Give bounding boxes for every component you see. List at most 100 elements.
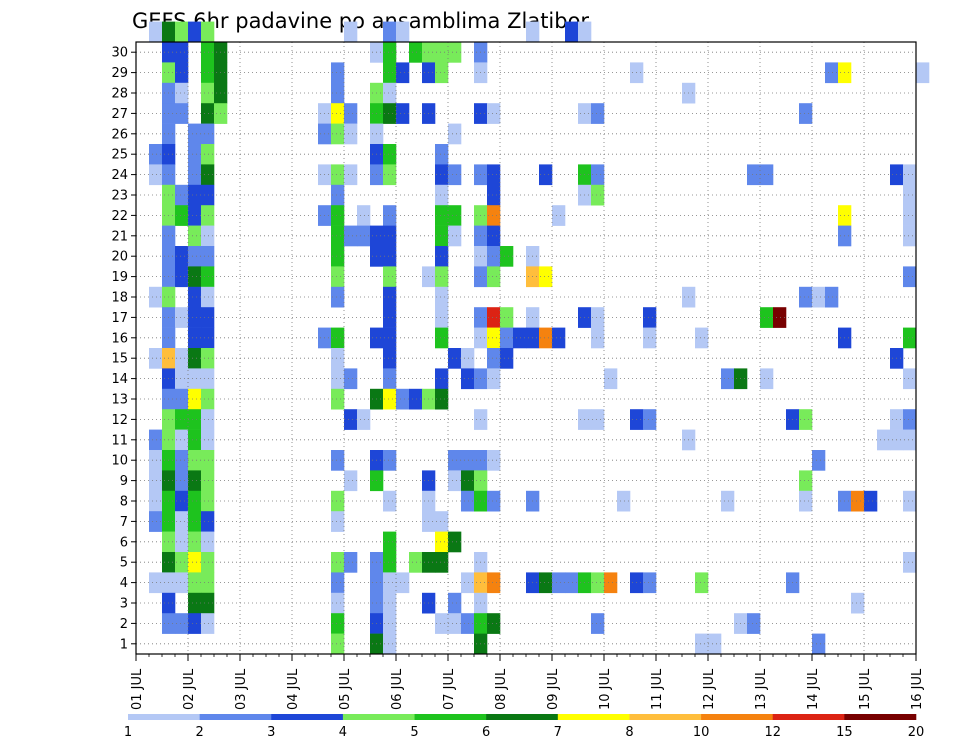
x-tick-label: 10 JUL — [598, 668, 613, 710]
heatmap-cell — [175, 82, 189, 104]
heatmap-cell — [331, 205, 345, 226]
legend-label: 8 — [625, 725, 633, 740]
heatmap-cell — [578, 21, 592, 43]
heatmap-cell — [175, 103, 189, 124]
heatmap-cell — [188, 123, 202, 145]
heatmap-cell — [188, 490, 202, 512]
heatmap-cell — [695, 327, 709, 349]
heatmap-cell — [149, 450, 163, 471]
heatmap-cell — [201, 327, 215, 349]
heatmap-cell — [383, 633, 397, 655]
heatmap-cell — [175, 307, 189, 328]
heatmap-cell — [201, 164, 215, 186]
heatmap-cell — [188, 613, 202, 634]
heatmap-cell — [175, 368, 189, 390]
heatmap-cell — [344, 225, 358, 247]
heatmap-cell — [175, 388, 189, 410]
heatmap-cell — [201, 388, 215, 410]
heatmap-cell — [903, 490, 917, 512]
heatmap-cell — [175, 62, 189, 84]
heatmap-cell — [201, 184, 215, 206]
x-tick-label: 14 JUL — [806, 668, 821, 710]
legend-swatch — [772, 714, 845, 720]
heatmap-cell — [383, 225, 397, 247]
x-tick-label: 07 JUL — [442, 668, 457, 710]
heatmap-cell — [448, 470, 462, 492]
heatmap-cell — [643, 307, 657, 328]
legend-swatch — [199, 714, 272, 720]
heatmap-cell — [331, 490, 345, 512]
heatmap-cell — [500, 327, 514, 349]
heatmap-cell — [357, 409, 371, 430]
heatmap-cell — [175, 205, 189, 226]
heatmap-cell — [799, 490, 813, 512]
heatmap-cell — [604, 572, 618, 594]
y-tick-label: 19 — [111, 270, 128, 285]
heatmap-cell — [201, 225, 215, 247]
heatmap-cell — [435, 307, 449, 328]
heatmap-cell — [331, 266, 345, 288]
y-tick-label: 25 — [111, 148, 128, 163]
heatmap-cell — [201, 552, 215, 573]
heatmap-cell — [513, 327, 527, 349]
y-tick-label: 29 — [111, 66, 128, 81]
heatmap-cell — [565, 21, 579, 43]
legend-swatch — [486, 714, 559, 720]
y-tick-label: 3 — [120, 597, 128, 612]
heatmap-cell — [344, 21, 358, 43]
heatmap-cell — [175, 450, 189, 471]
heatmap-cell — [188, 450, 202, 471]
heatmap-cell — [175, 613, 189, 634]
heatmap-cell — [552, 205, 566, 226]
heatmap-cell — [903, 205, 917, 226]
heatmap-cell — [435, 286, 449, 308]
x-tick-label: 05 JUL — [338, 668, 353, 710]
heatmap-cell — [344, 409, 358, 430]
heatmap-cell — [591, 103, 605, 124]
heatmap-cell — [435, 164, 449, 186]
heatmap-cell — [383, 82, 397, 104]
heatmap-cell — [461, 470, 475, 492]
legend-label: 1 — [124, 725, 132, 740]
heatmap-cell — [812, 633, 826, 655]
heatmap-cell — [903, 409, 917, 430]
heatmap-cell — [201, 409, 215, 430]
heatmap-cell — [344, 368, 358, 390]
heatmap-cell — [149, 511, 163, 532]
heatmap-cell — [760, 307, 774, 328]
heatmap-cell — [903, 368, 917, 390]
heatmap-cell — [188, 327, 202, 349]
heatmap-cell — [383, 164, 397, 186]
legend-label: 12 — [764, 725, 781, 740]
heatmap-cell — [448, 225, 462, 247]
heatmap-cell — [435, 205, 449, 226]
legend-swatch — [844, 714, 917, 720]
heatmap-cell — [188, 368, 202, 390]
heatmap-cell — [487, 490, 501, 512]
heatmap-cell — [331, 368, 345, 390]
heatmap-cell — [695, 633, 709, 655]
heatmap-cell — [552, 572, 566, 594]
heatmap-cell — [461, 368, 475, 390]
heatmap-cell — [188, 409, 202, 430]
heatmap-cell — [799, 470, 813, 492]
heatmap-cell — [383, 327, 397, 349]
heatmap-cell — [812, 450, 826, 471]
heatmap-cell — [721, 368, 735, 390]
heatmap-cell — [383, 552, 397, 573]
heatmap-cell — [188, 511, 202, 532]
heatmap-cell — [175, 470, 189, 492]
heatmap-cell — [188, 144, 202, 165]
heatmap-cell — [383, 62, 397, 84]
heatmap-cell — [851, 592, 865, 614]
y-tick-label: 26 — [111, 127, 128, 142]
heatmap-cell — [487, 225, 501, 247]
heatmap-cell — [565, 572, 579, 594]
heatmap-cell — [487, 103, 501, 124]
heatmap-cell — [448, 123, 462, 145]
y-tick-label: 24 — [111, 168, 128, 183]
heatmap-cell — [188, 184, 202, 206]
heatmap-cell — [487, 450, 501, 471]
heatmap-cell — [331, 633, 345, 655]
